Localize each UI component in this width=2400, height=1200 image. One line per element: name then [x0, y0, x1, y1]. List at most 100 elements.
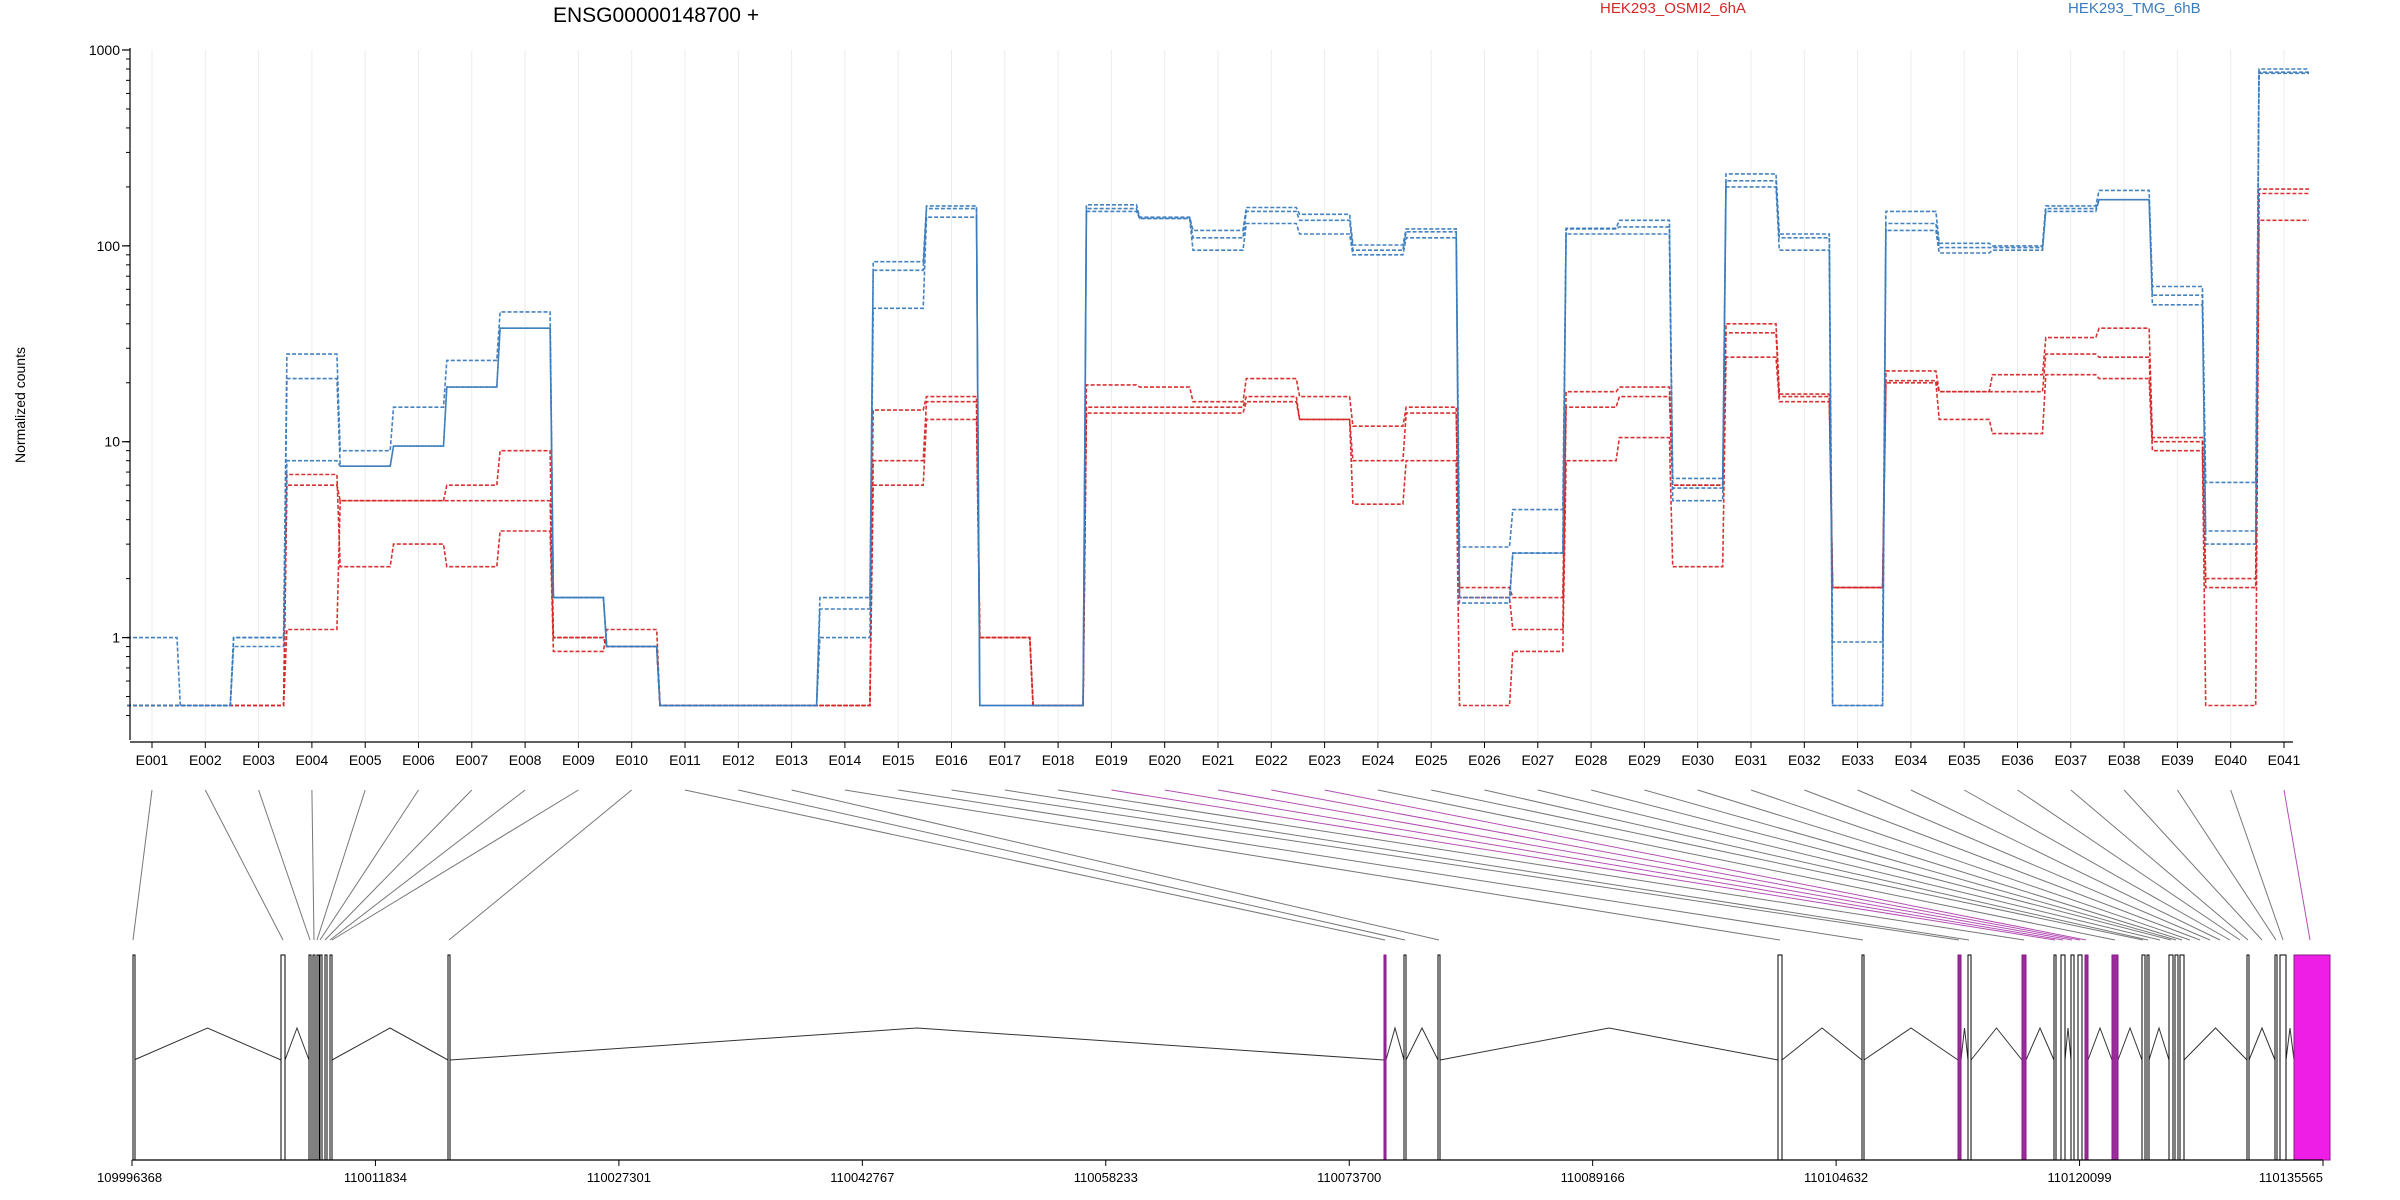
exon-block [132, 954, 136, 1161]
intron [2117, 1026, 2143, 1061]
x-tick-label-e014: E014 [829, 752, 862, 768]
y-axis-label: Normalized counts [12, 347, 28, 463]
x-tick-label-e017: E017 [988, 752, 1021, 768]
intron [2183, 1027, 2248, 1061]
x-tick-label-e033: E033 [1841, 752, 1874, 768]
connector-e017 [1004, 789, 1970, 941]
intron [1385, 1026, 1405, 1061]
connector-e020 [1164, 789, 2064, 941]
x-tick-label-e026: E026 [1468, 752, 1501, 768]
x-tick-label-e037: E037 [2054, 752, 2087, 768]
coord-tick-label: 110011834 [344, 1170, 407, 1185]
exon-block [2111, 954, 2119, 1161]
x-tick-label-e022: E022 [1255, 752, 1288, 768]
exon-block [2070, 954, 2075, 1161]
intron [2248, 1026, 2276, 1061]
intron [2064, 1027, 2072, 1061]
x-tick-label-e039: E039 [2161, 752, 2194, 768]
connector-e035 [1963, 789, 2231, 941]
intron [2148, 1026, 2170, 1061]
connector-e038 [2123, 789, 2263, 941]
gene-title: ENSG00000148700 + [553, 4, 759, 27]
connector-e032 [1804, 789, 2201, 941]
coord-tick-label: 110073700 [1317, 1170, 1381, 1185]
x-tick-label-e030: E030 [1681, 752, 1714, 768]
intron [2025, 1026, 2055, 1061]
x-tick-label-e023: E023 [1308, 752, 1341, 768]
intron [331, 1027, 449, 1061]
x-tick-label-e015: E015 [882, 752, 915, 768]
x-tick-label-e007: E007 [455, 752, 488, 768]
y-tick-label: 1 [112, 630, 120, 646]
exon-block [1861, 954, 1865, 1161]
connector-e040 [2230, 789, 2284, 941]
exon-block [2077, 954, 2083, 1161]
x-tick-label-e019: E019 [1095, 752, 1128, 768]
genomic-coordinate-axis: 109996368 110011834 110027301 110042767 1100… [97, 1159, 2324, 1185]
connector-e027 [1537, 789, 2161, 941]
plot-series [127, 68, 2309, 707]
connector-e034 [1910, 789, 2221, 941]
coord-tick-label: 110089166 [1561, 1170, 1625, 1185]
exon-block [2084, 954, 2089, 1161]
coord-tick-label: 110120099 [2048, 1170, 2112, 1185]
exon-block [1777, 954, 1783, 1161]
connector-e004 [311, 789, 315, 941]
x-tick-label-e004: E004 [296, 752, 329, 768]
x-tick-label-e040: E040 [2214, 752, 2247, 768]
connector-e010 [448, 789, 633, 941]
connector-e013 [791, 789, 1440, 941]
intron [1960, 1027, 1969, 1061]
connector-e021 [1217, 789, 2073, 941]
series-line-tmg-rep1 [127, 72, 2309, 707]
y-tick-label: 1000 [89, 42, 120, 58]
coord-tick-label: 110104632 [1804, 1170, 1868, 1185]
series-line-osmi2-rep3 [127, 188, 2309, 707]
exon-block [1437, 954, 1441, 1161]
connector-e024 [1377, 789, 2116, 941]
connector-e031 [1750, 789, 2191, 941]
connector-e018 [1058, 789, 2025, 941]
exon-block [324, 954, 328, 1161]
connector-e014 [844, 789, 1781, 941]
coord-tick-label: 110027301 [587, 1170, 651, 1185]
x-tick-label-e020: E020 [1148, 752, 1181, 768]
x-tick-label-e024: E024 [1362, 752, 1395, 768]
series-line-osmi2-rep1 [127, 219, 2309, 707]
x-tick-label-e011: E011 [669, 752, 701, 768]
exon-block [2141, 954, 2146, 1161]
x-tick-label-e003: E003 [242, 752, 275, 768]
coord-tick-label: 110058233 [1074, 1170, 1138, 1185]
connector-e015 [898, 789, 1864, 941]
x-tick-label-e041: E041 [2268, 752, 2301, 768]
plot-grid [151, 50, 2285, 740]
connector-e036 [2017, 789, 2241, 941]
x-tick-label-e028: E028 [1575, 752, 1608, 768]
exon-connectors [132, 789, 2311, 941]
exon-block [1403, 954, 1407, 1161]
connector-e012 [738, 789, 1406, 941]
x-tick-label-e010: E010 [615, 752, 648, 768]
x-tick-label-e038: E038 [2108, 752, 2141, 768]
x-tick-label-e008: E008 [509, 752, 542, 768]
exon-block [319, 954, 323, 1161]
y-tick-label: 100 [97, 238, 121, 254]
connector-e003 [258, 789, 311, 941]
x-tick-label-e018: E018 [1042, 752, 1075, 768]
x-tick-label-e032: E032 [1788, 752, 1821, 768]
connector-e026 [1484, 789, 2149, 941]
x-tick-label-e009: E009 [562, 752, 595, 768]
exon-block [2274, 954, 2278, 1161]
exon-block [1957, 954, 1962, 1161]
intron [1439, 1027, 1779, 1061]
exon-block [2174, 954, 2179, 1161]
x-tick-label-e027: E027 [1521, 752, 1554, 768]
connector-e005 [316, 789, 366, 941]
x-tick-label-e002: E002 [189, 752, 222, 768]
connector-e011 [684, 789, 1386, 941]
coord-tick-label: 109996368 [97, 1170, 162, 1185]
connector-e028 [1590, 789, 2172, 941]
x-tick-label-e012: E012 [722, 752, 755, 768]
connector-e030 [1697, 789, 2183, 941]
connector-e019 [1111, 789, 2056, 941]
